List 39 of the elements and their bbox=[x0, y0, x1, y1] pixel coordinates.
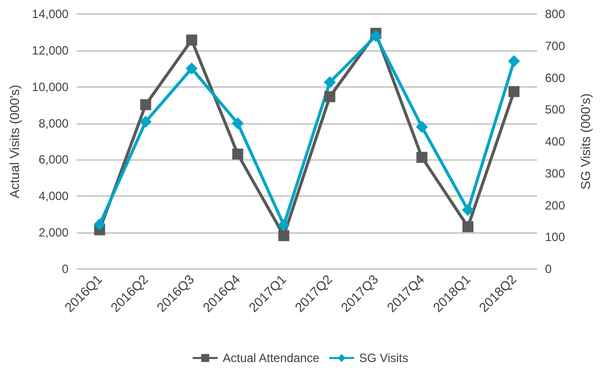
legend-label: SG Visits bbox=[359, 351, 408, 365]
y-tick-label: 8,000 bbox=[38, 116, 69, 130]
legend-label: Actual Attendance bbox=[222, 351, 320, 365]
y2-tick-label: 600 bbox=[545, 70, 566, 85]
point bbox=[278, 230, 290, 242]
y-tick-label: 4,000 bbox=[38, 189, 69, 204]
point bbox=[278, 219, 290, 232]
point bbox=[186, 34, 198, 46]
y2-tick-label: 0 bbox=[545, 262, 552, 276]
y2-tick-label: 300 bbox=[545, 166, 566, 180]
y2-tick-label: 100 bbox=[545, 230, 566, 244]
point bbox=[462, 221, 474, 232]
y2-tick-label: 500 bbox=[545, 102, 566, 117]
point bbox=[416, 120, 428, 133]
point bbox=[232, 148, 244, 160]
y-tick-label: 12,000 bbox=[32, 43, 69, 58]
y2-tick-label: 200 bbox=[545, 198, 566, 212]
point bbox=[462, 204, 474, 216]
y-tick-label: 0 bbox=[62, 262, 69, 276]
point bbox=[140, 99, 152, 110]
point bbox=[508, 86, 520, 98]
y2-tick-label: 800 bbox=[545, 7, 566, 21]
point bbox=[370, 30, 382, 42]
point bbox=[94, 218, 106, 230]
point bbox=[324, 91, 336, 102]
point bbox=[232, 117, 244, 130]
y2-tick-label: 400 bbox=[545, 134, 566, 148]
y-tick-label: 10,000 bbox=[32, 80, 69, 94]
point bbox=[508, 55, 520, 68]
y-axis-title: Actual Visits (000's) bbox=[7, 84, 22, 198]
y-tick-label: 2,000 bbox=[38, 226, 69, 240]
point bbox=[186, 62, 198, 75]
point bbox=[140, 116, 152, 128]
y2-tick-label: 700 bbox=[545, 38, 566, 53]
y2-axis-title: SG Visits (000's) bbox=[578, 93, 593, 190]
point bbox=[416, 152, 428, 163]
y-tick-label: 6,000 bbox=[38, 152, 69, 167]
y-tick-label: 14,000 bbox=[32, 7, 69, 21]
point bbox=[324, 76, 336, 88]
